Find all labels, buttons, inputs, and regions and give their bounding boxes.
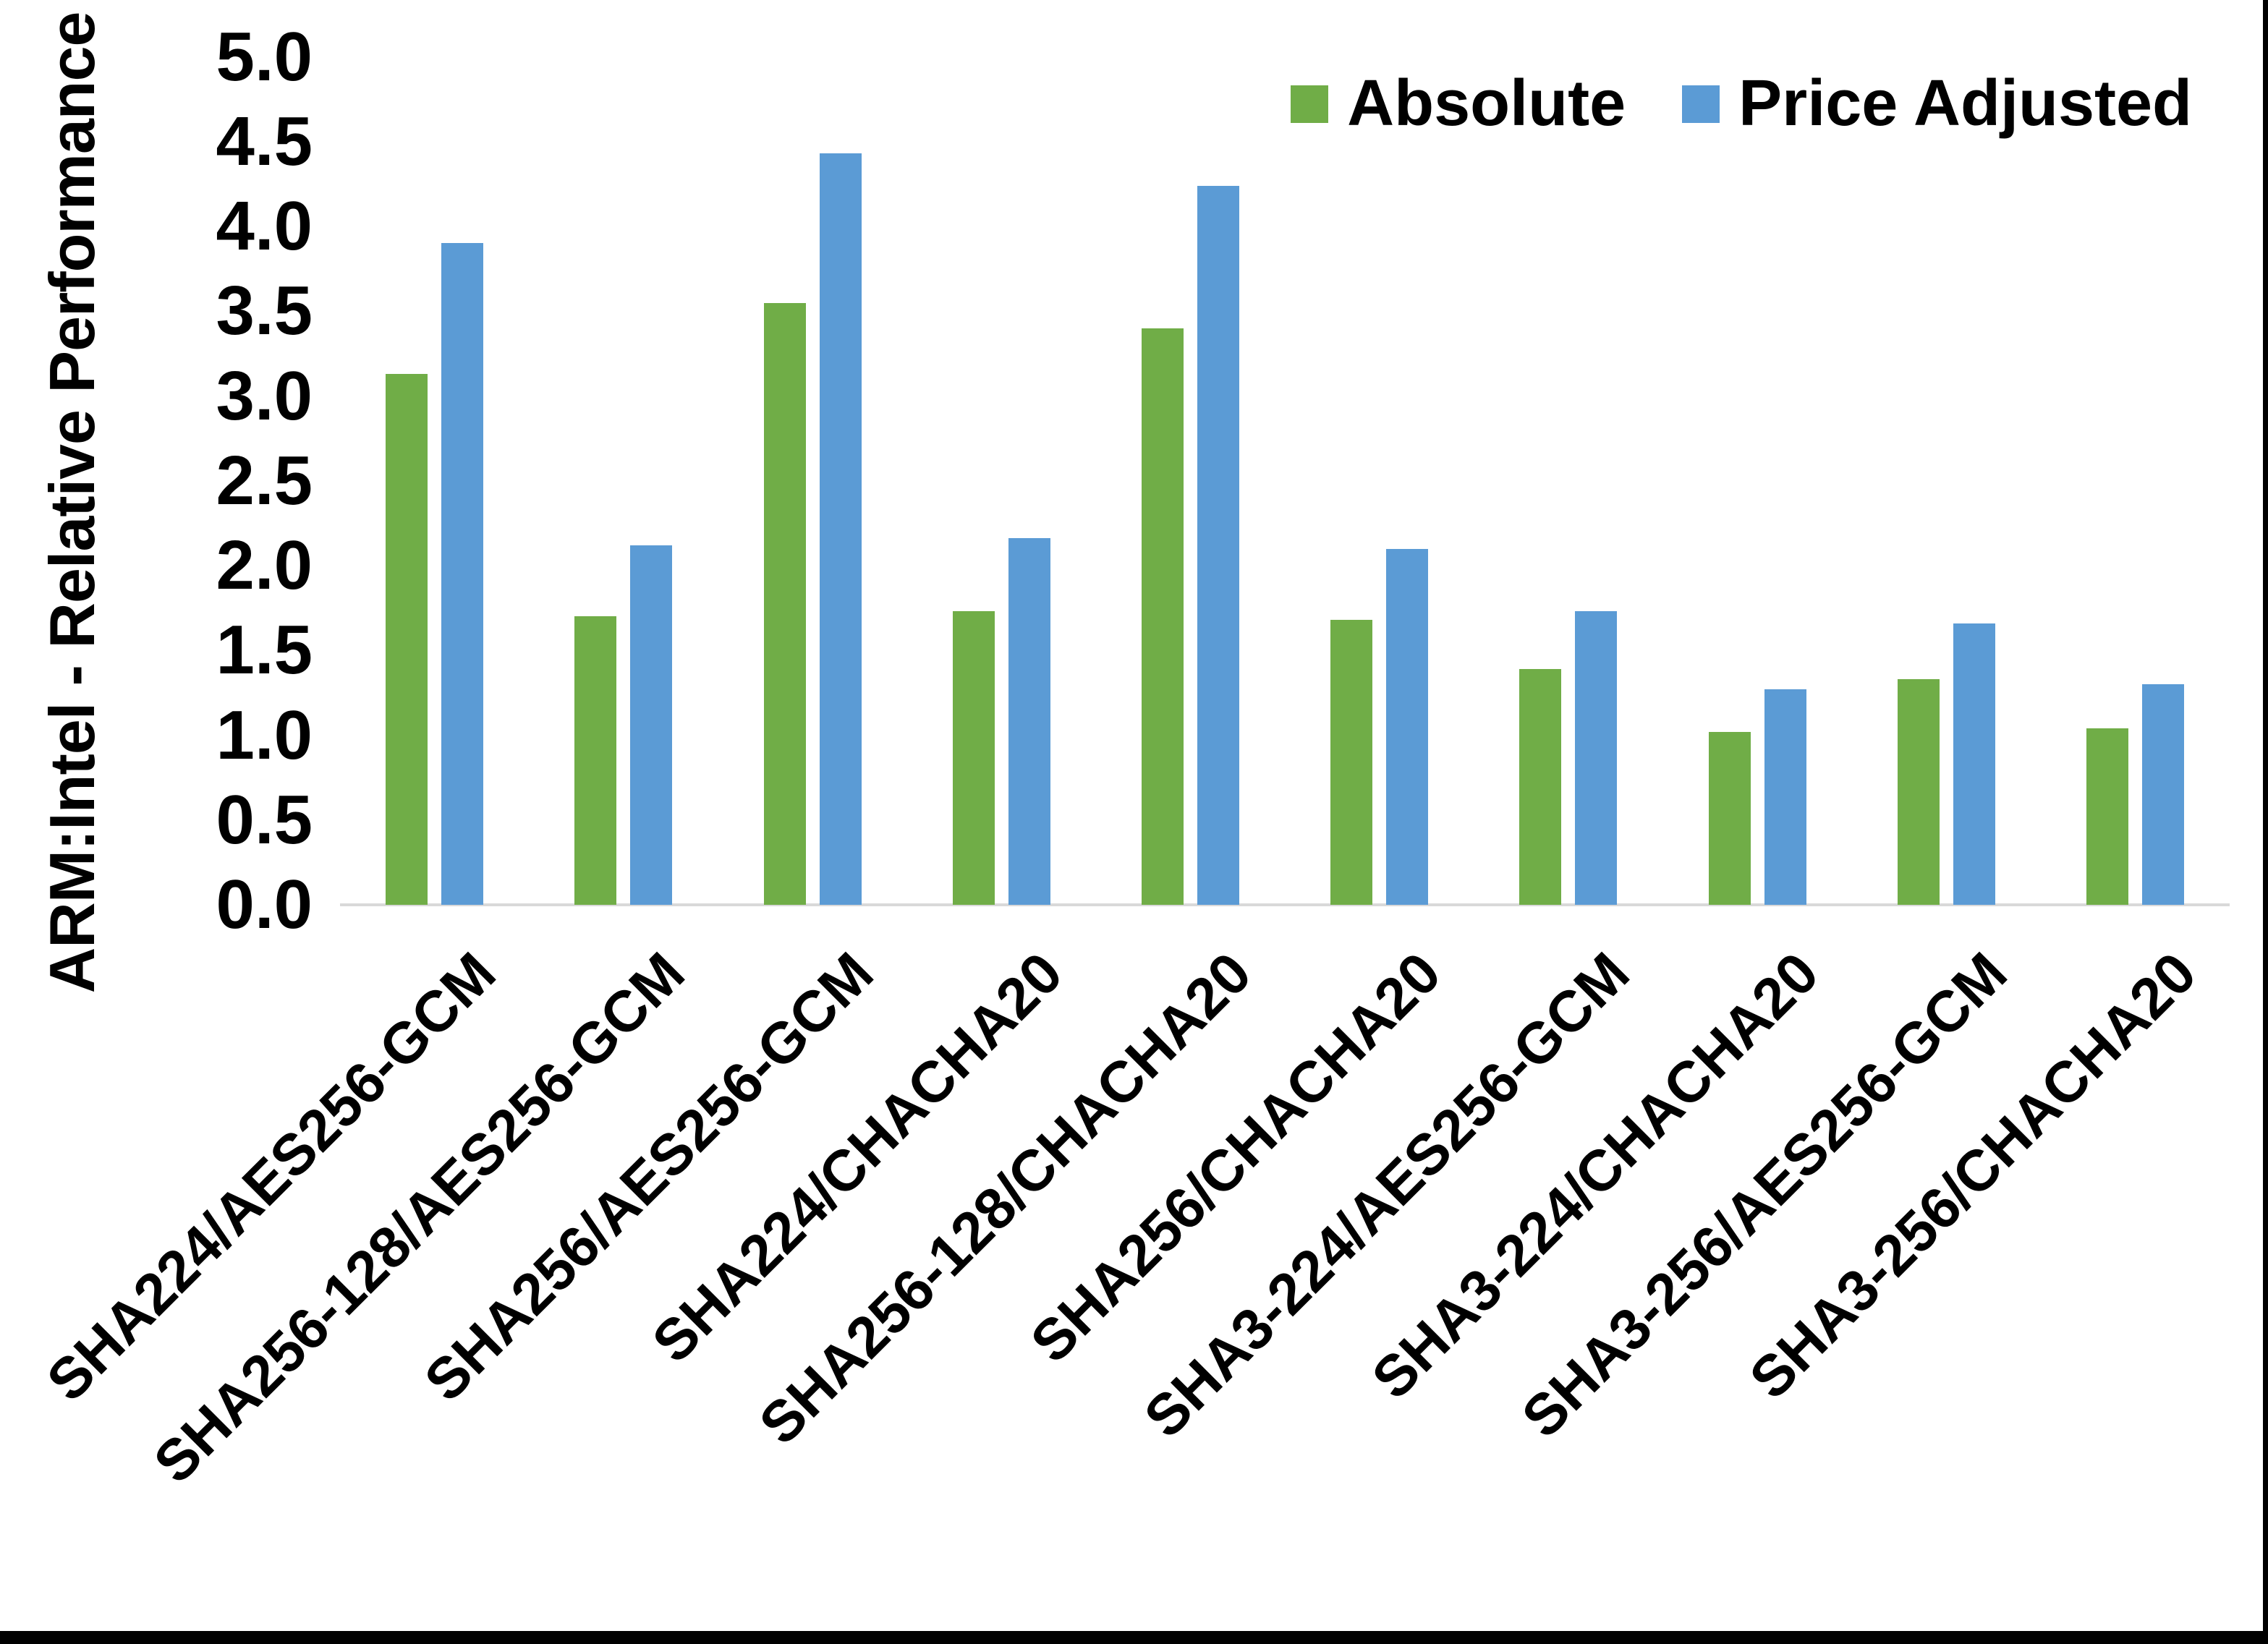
legend-label-absolute: Absolute	[1347, 67, 1626, 140]
y-axis-tick-1.5: 1.5	[216, 611, 313, 689]
bar-price-adjusted-5	[1386, 549, 1428, 905]
legend-item-absolute: Absolute	[1291, 67, 1626, 141]
y-axis-tick-3.5: 3.5	[216, 272, 313, 350]
y-axis-tick-3.0: 3.0	[216, 357, 313, 435]
bar-absolute-3	[953, 611, 995, 905]
bar-price-adjusted-7	[1764, 689, 1806, 905]
y-axis-tick-1.0: 1.0	[216, 696, 313, 774]
y-axis-tick-2.0: 2.0	[216, 527, 313, 604]
y-axis-tick-0.0: 0.0	[216, 866, 313, 943]
x-axis-line	[340, 903, 2230, 906]
screenshot-bottom-border	[0, 1631, 2268, 1644]
bar-absolute-0	[386, 374, 428, 905]
bar-price-adjusted-4	[1197, 186, 1239, 905]
bar-absolute-4	[1142, 328, 1184, 905]
bar-absolute-5	[1330, 620, 1372, 905]
legend: Absolute Price Adjusted	[1291, 67, 2192, 141]
bar-price-adjusted-1	[630, 545, 672, 905]
bar-price-adjusted-9	[2142, 684, 2184, 905]
bar-absolute-9	[2086, 728, 2128, 905]
bar-absolute-1	[574, 616, 616, 905]
bar-absolute-6	[1519, 669, 1561, 905]
bar-price-adjusted-0	[441, 243, 483, 905]
y-axis-tick-4.0: 4.0	[216, 187, 313, 265]
bar-price-adjusted-6	[1575, 611, 1617, 905]
y-axis-tick-2.5: 2.5	[216, 441, 313, 519]
y-axis-tick-4.5: 4.5	[216, 102, 313, 180]
y-axis-tick-5.0: 5.0	[216, 17, 313, 95]
bar-price-adjusted-3	[1008, 538, 1050, 905]
legend-item-price-adjusted: Price Adjusted	[1682, 67, 2192, 141]
bar-price-adjusted-2	[820, 153, 862, 905]
bar-absolute-7	[1709, 732, 1751, 905]
legend-swatch-price-adjusted	[1682, 85, 1720, 123]
legend-label-price-adjusted: Price Adjusted	[1738, 67, 2192, 140]
screenshot-right-border	[2263, 0, 2268, 1644]
y-axis-tick-0.5: 0.5	[216, 780, 313, 859]
legend-swatch-absolute	[1291, 85, 1329, 123]
bar-absolute-8	[1898, 679, 1940, 905]
bar-price-adjusted-8	[1953, 623, 1995, 905]
bar-absolute-2	[764, 303, 806, 905]
